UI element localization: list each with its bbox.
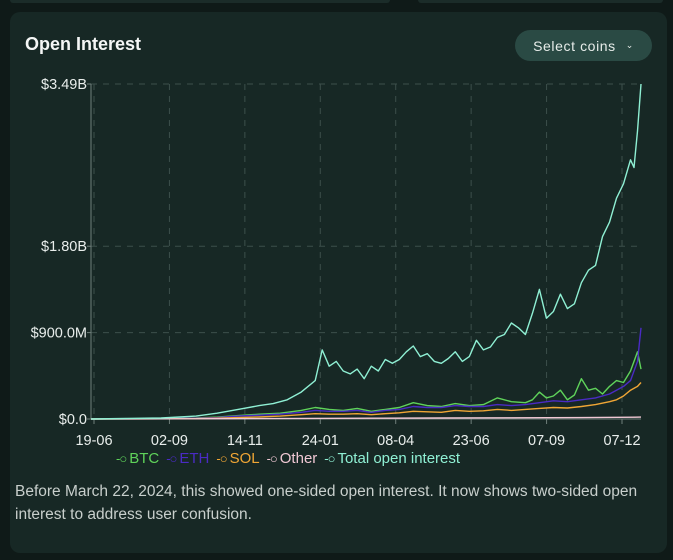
legend-label: SOL (229, 450, 260, 467)
y-tick-label-2: $1.80B (41, 239, 87, 255)
series-line-total-open-interest (90, 83, 642, 420)
series-line-other (90, 416, 642, 420)
legend-label: Other (279, 450, 318, 467)
legend-item-eth[interactable]: -○ ETH (166, 450, 209, 467)
series-line-eth (90, 327, 642, 420)
top-card-edge-right (418, 0, 663, 3)
card-title: Open Interest (25, 34, 142, 54)
legend-label: Total open interest (337, 450, 461, 467)
legend-marker-icon: -○ (166, 451, 177, 466)
legend-marker-icon: -○ (324, 451, 335, 466)
select-coins-label: Select coins (533, 37, 616, 54)
x-tick-label-7: 07-12 (603, 433, 640, 449)
legend-label: BTC (129, 450, 160, 467)
series-line-btc (90, 351, 642, 420)
open-interest-card: Open Interest Select coins ⌄ (10, 12, 667, 553)
chart-legend: -○ BTC -○ ETH -○ SOL -○ Other -○ Total open inter… (116, 450, 460, 467)
y-tick-label-3: $3.49B (41, 77, 87, 93)
y-tick-label-0: $0.0 (59, 412, 87, 428)
chart-axes (87, 83, 641, 424)
x-tick-label-5: 23-06 (453, 433, 490, 449)
legend-item-sol[interactable]: -○ SOL (216, 450, 259, 467)
legend-marker-icon: -○ (266, 451, 278, 466)
series-line-sol (90, 382, 642, 420)
y-tick-label-1: $900.0M (31, 326, 87, 342)
legend-item-other[interactable]: -○ Other (267, 450, 318, 467)
chart-note: Before March 22, 2024, this showed one-s… (15, 483, 638, 523)
legend-marker-icon: -○ (216, 451, 227, 466)
chevron-down-icon: ⌄ (625, 40, 634, 50)
x-tick-label-0: 19-06 (75, 433, 112, 449)
legend-marker-icon: -○ (116, 451, 127, 466)
top-card-edge-left (10, 0, 390, 3)
series-lines (90, 83, 642, 420)
select-coins-button[interactable]: Select coins ⌄ (515, 30, 652, 61)
x-tick-label-1: 02-09 (151, 433, 188, 449)
legend-item-btc[interactable]: -○ BTC (116, 450, 159, 467)
x-tick-label-2: 14-11 (227, 433, 263, 449)
x-tick-label-3: 24-01 (302, 433, 339, 449)
x-tick-labels: 19-06 02-09 14-11 24-01 08-04 23-06 07-09 07-12 (75, 433, 640, 449)
x-tick-label-4: 08-04 (377, 433, 414, 449)
legend-label: ETH (179, 450, 210, 467)
chart-grid (91, 83, 641, 419)
legend-item-total-open-interest[interactable]: -○ Total open interest (324, 450, 460, 467)
y-tick-labels: $0.0 $900.0M $1.80B $3.49B (31, 77, 87, 428)
x-tick-label-6: 07-09 (528, 433, 565, 449)
